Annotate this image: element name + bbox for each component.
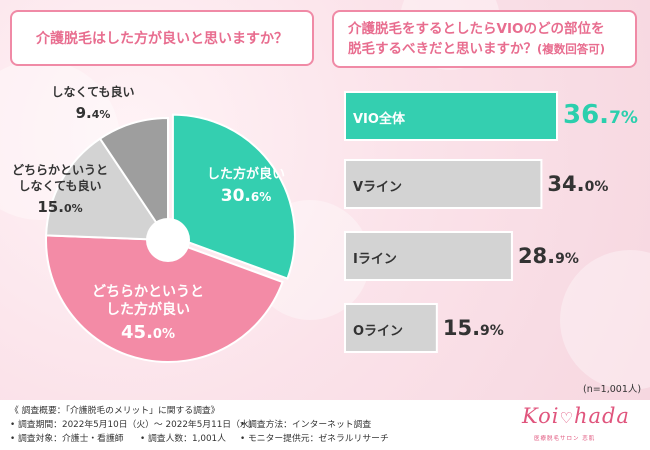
pie-label-text: どちらかというと [92, 284, 204, 300]
logo-text-right: hada [573, 404, 630, 428]
bar-category-label: VIO全体 [353, 112, 405, 127]
bar-category-label: Vライン [353, 180, 403, 195]
pie-value-text: 45.0% [121, 322, 175, 343]
survey-period: • 調査期間：2022年5月10日（火）～ 2022年5月11日（水） [10, 420, 258, 430]
pie-slice-label: しなくても良い 9.4% [51, 84, 134, 122]
bar-rect [344, 303, 438, 353]
survey-count: • 調査人数：1,001人 [140, 434, 226, 444]
pie-label-text: した方が良い [207, 166, 285, 182]
pie-question-title: 介護脱毛はした方が良いと思いますか？ [10, 10, 314, 66]
survey-target: • 調査対象：介護士・看護師 [10, 434, 124, 444]
bar-question-line2: 脱毛するべきだと思いますか？ [348, 41, 537, 57]
logo-text-left: Koi [522, 404, 560, 428]
pie-center-hole [146, 218, 190, 262]
pie-slice [98, 116, 169, 244]
bar-rect [344, 91, 558, 141]
bar-value-label: 34.0% [547, 172, 609, 196]
bar-question-title: 介護脱毛をするとしたらVIOのどの部位を 脱毛するべきだと思いますか？(複数回答… [332, 10, 637, 68]
pie-slice [171, 113, 296, 280]
brand-logo: Koi♡hada [522, 404, 630, 428]
bar-category-label: Oライン [353, 324, 404, 339]
pie-value-text: 9.4% [76, 104, 111, 122]
pie-label-text: しなくても良い [18, 178, 101, 193]
pie-slice [45, 234, 284, 363]
bar-question-line1: 介護脱毛をするとしたらVIOのどの部位を [348, 21, 605, 37]
pie-value-text: 30.6% [221, 186, 272, 206]
pie-question-text: 介護脱毛はした方が良いと思いますか？ [36, 31, 288, 47]
pie-value-text: 15.0% [37, 198, 82, 216]
bar-category-label: Iライン [353, 252, 397, 267]
survey-provider: • モニター提供元：ゼネラルリサーチ [240, 434, 389, 444]
pie-label-text: どちらかというと [12, 163, 108, 177]
survey-overview: 《 調査概要：「介護脱毛のメリット」に関する調査》 [10, 406, 220, 416]
pie-label-text: した方が良い [106, 301, 190, 318]
bar-question-note: (複数回答可) [537, 42, 606, 56]
logo-subtitle: 医療脱毛サロン 恋肌 [534, 436, 596, 442]
sample-size: (n=1,001人) [583, 384, 642, 395]
heart-icon: ♡ [559, 409, 574, 427]
bar-value-label: 15.9% [442, 316, 504, 340]
survey-method: • 調査方法：インターネット調査 [240, 420, 372, 430]
bar-rect [344, 231, 513, 281]
bar-value-label: 36.7% [563, 100, 638, 130]
bar-value-label: 28.9% [517, 244, 579, 268]
pie-slice-label: した方が良い 30.6% [207, 166, 285, 206]
pie-slice [45, 137, 170, 242]
footer: 《 調査概要：「介護脱毛のメリット」に関する調査》 • 調査期間：2022年5月… [0, 400, 650, 450]
bar-rect [344, 159, 543, 209]
pie-label-text: しなくても良い [51, 84, 134, 99]
